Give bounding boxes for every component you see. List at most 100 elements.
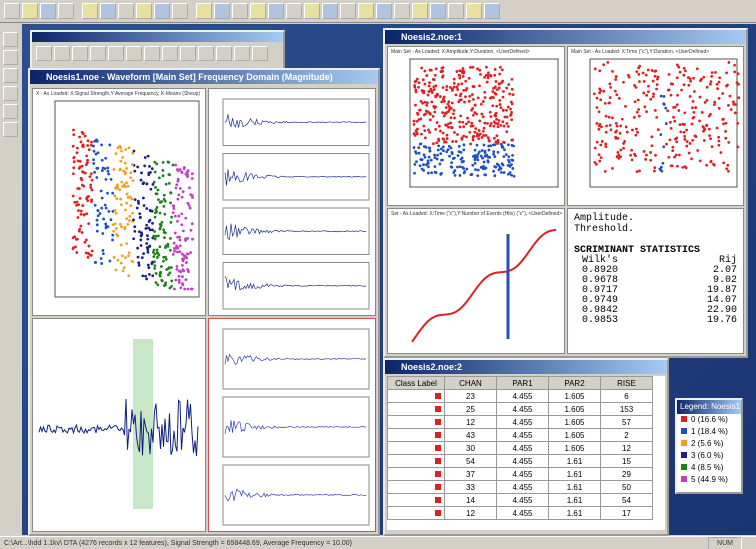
palette-button[interactable] [108,46,124,61]
plot-dot [456,165,459,169]
plot-dot [608,101,611,105]
class-swatch [435,405,441,412]
plot-dot [614,75,618,78]
plot-dot [598,91,602,95]
plot-dot [112,168,116,171]
plot-dot [421,101,424,105]
toolbar-button[interactable] [136,3,152,19]
palette-button[interactable] [180,46,196,61]
plot-dot [439,147,443,151]
side-button[interactable] [3,122,18,137]
plot-dot [184,261,188,264]
toolbar-button[interactable] [58,3,74,19]
palette-button[interactable] [90,46,106,61]
plot-dot [480,136,484,139]
toolbar-button[interactable] [100,3,116,19]
plot-dot [138,212,142,216]
plot-dot [724,136,728,140]
side-button[interactable] [3,68,18,83]
plot-dot [703,101,707,104]
toolbar-button[interactable] [118,3,134,19]
toolbar-button[interactable] [40,3,56,19]
table-cell: 153 [600,402,653,416]
plot-dot [722,161,726,165]
plot-dot [425,101,429,105]
toolbar-button[interactable] [322,3,338,19]
toolbar-button[interactable] [172,3,188,19]
toolbar-button[interactable] [250,3,266,19]
palette-button[interactable] [72,46,88,61]
plot-dot [143,156,147,159]
side-button[interactable] [3,104,18,119]
side-button[interactable] [3,32,18,47]
palette-button[interactable] [216,46,232,61]
plot-dot [462,134,466,138]
plot-dot [141,182,145,186]
plot-dot [460,71,464,74]
plot-dot [476,168,480,172]
plot-dot [75,251,79,254]
plot-dot [414,103,417,107]
palette-button[interactable] [252,46,268,61]
toolbar-button[interactable] [304,3,320,19]
class-swatch [435,509,441,516]
plot-dot [435,141,439,145]
palette-button[interactable] [54,46,70,61]
plot-dot [616,151,620,154]
palette-button[interactable] [234,46,250,61]
toolbar-button[interactable] [430,3,446,19]
toolbar-button[interactable] [448,3,464,19]
toolbar-button[interactable] [214,3,230,19]
waveform-trace [224,114,367,128]
plot-dot [644,73,648,77]
toolbar-button[interactable] [466,3,482,19]
plot-dot [644,157,648,161]
plot-dot [441,111,444,114]
palette-button[interactable] [126,46,142,61]
plot-dot [118,168,122,172]
plot-dot [431,77,435,81]
toolbar-button[interactable] [268,3,284,19]
palette-button[interactable] [162,46,178,61]
plot-dot [164,231,167,235]
plot-dot [511,154,514,157]
plot-dot [606,60,610,64]
side-button[interactable] [3,50,18,65]
table-cell: 30 [444,441,497,455]
toolbar-button[interactable] [358,3,374,19]
plot-dot [136,255,140,259]
side-button[interactable] [3,86,18,101]
plot-dot [124,256,127,260]
toolbar-button[interactable] [412,3,428,19]
toolbar-button[interactable] [4,3,20,19]
plot-dot [473,158,477,162]
palette-button[interactable] [198,46,214,61]
toolbar-button[interactable] [376,3,392,19]
toolbar-button[interactable] [232,3,248,19]
plot-dot [595,140,599,144]
plot-dot [426,171,430,175]
palette-button[interactable] [144,46,160,61]
palette-button[interactable] [36,46,52,61]
toolbar-button[interactable] [82,3,98,19]
waveform-trace [224,223,367,241]
plot-dot [642,150,646,153]
plot-dot [125,181,128,185]
toolbar-button[interactable] [22,3,38,19]
plot-dot [675,76,679,80]
toolbar-button[interactable] [340,3,356,19]
plot-dot [633,152,636,156]
plot-dot [613,89,617,93]
plot-dot [101,252,105,256]
toolbar-button[interactable] [154,3,170,19]
plot-dot [493,113,497,117]
toolbar-button[interactable] [196,3,212,19]
toolbar-button[interactable] [484,3,500,19]
toolbar-button[interactable] [286,3,302,19]
plot-dot [690,106,694,110]
plot-dot [509,107,512,111]
plot-dot [458,120,462,124]
plot-dot [667,155,671,159]
plot-dot [599,89,603,93]
toolbar-button[interactable] [394,3,410,19]
